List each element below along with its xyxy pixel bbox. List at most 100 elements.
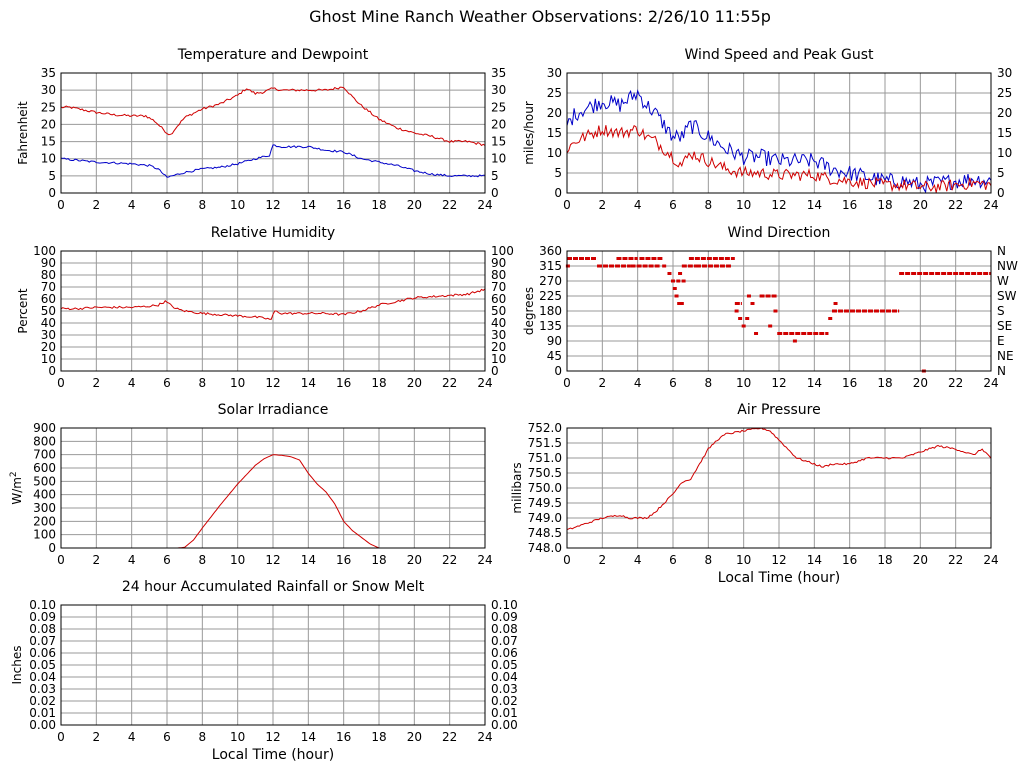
pressure-xlabel: Local Time (hour) xyxy=(718,570,840,586)
y-tick-label: 50 xyxy=(41,304,56,318)
y-right-tick-label: 35 xyxy=(491,66,506,80)
direction-point xyxy=(672,287,677,290)
x-tick-label: 14 xyxy=(807,198,822,212)
x-tick-label: 24 xyxy=(477,553,492,567)
y-tick-label: 748.0 xyxy=(528,541,562,555)
direction-point xyxy=(671,279,675,283)
x-tick-label: 6 xyxy=(163,553,171,567)
x-tick-label: 18 xyxy=(877,553,892,567)
y-right-tick-label: 30 xyxy=(997,66,1012,80)
x-tick-label: 4 xyxy=(634,198,642,212)
y-tick-label: 10 xyxy=(547,146,562,160)
y-tick-label: 225 xyxy=(539,289,562,303)
x-tick-label: 22 xyxy=(442,198,457,212)
x-tick-label: 24 xyxy=(983,376,998,390)
x-tick-label: 4 xyxy=(634,376,642,390)
x-tick-label: 14 xyxy=(301,376,316,390)
y-tick-label: 750.5 xyxy=(528,466,562,480)
direction-point xyxy=(773,309,778,313)
x-tick-label: 16 xyxy=(336,553,351,567)
x-tick-label: 14 xyxy=(807,553,822,567)
y-tick-label: 748.5 xyxy=(528,526,562,540)
wind-speed-frame xyxy=(566,72,992,194)
x-tick-label: 6 xyxy=(669,553,677,567)
direction-point xyxy=(678,272,683,275)
y-tick-label: 751.0 xyxy=(528,451,562,465)
x-tick-label: 6 xyxy=(163,376,171,390)
x-tick-label: 2 xyxy=(599,553,607,567)
direction-point xyxy=(754,332,759,335)
rainfall-chart: 24 hour Accumulated Rainfall or Snow Mel… xyxy=(10,579,518,763)
y-right-tick-label: 0 xyxy=(491,186,499,200)
y-tick-label: 35 xyxy=(41,66,56,80)
y-tick-label: 752.0 xyxy=(528,421,562,435)
x-tick-label: 2 xyxy=(93,553,101,567)
y-right-tick-label: N xyxy=(997,364,1006,378)
y-tick-label: 600 xyxy=(33,461,56,475)
humidity-frame xyxy=(60,250,486,372)
y-right-tick-label: 0.06 xyxy=(491,646,518,660)
y-tick-label: 0 xyxy=(554,186,562,200)
direction-point xyxy=(662,264,667,268)
y-right-tick-label: 20 xyxy=(997,106,1012,120)
y-tick-label: 90 xyxy=(547,334,562,348)
x-tick-label: 16 xyxy=(336,376,351,390)
x-tick-label: 20 xyxy=(913,376,928,390)
x-tick-label: 10 xyxy=(736,553,751,567)
x-tick-label: 2 xyxy=(599,376,607,390)
x-tick-label: 24 xyxy=(983,553,998,567)
direction-point xyxy=(828,317,833,320)
x-tick-label: 2 xyxy=(93,376,101,390)
y-tick-label: 315 xyxy=(539,259,562,273)
y-right-tick-label: NE xyxy=(997,349,1014,363)
y-tick-label: 15 xyxy=(41,135,56,149)
y-right-tick-label: 40 xyxy=(491,316,506,330)
y-right-tick-label: 0.05 xyxy=(491,658,518,672)
y-right-tick-label: 30 xyxy=(491,328,506,342)
y-right-tick-label: 10 xyxy=(491,352,506,366)
wind-direction-ylabel: degrees xyxy=(522,287,536,335)
solar-frame xyxy=(60,427,486,549)
y-tick-label: 360 xyxy=(539,244,562,258)
x-tick-label: 10 xyxy=(230,730,245,744)
direction-point xyxy=(750,302,755,305)
y-right-tick-label: W xyxy=(997,274,1009,288)
y-tick-label: 0.01 xyxy=(29,706,56,720)
x-tick-label: 0 xyxy=(57,376,65,390)
x-tick-label: 20 xyxy=(913,553,928,567)
wind-direction-frame xyxy=(566,250,992,372)
y-tick-label: 300 xyxy=(33,501,56,515)
y-tick-label: 750.0 xyxy=(528,481,562,495)
x-tick-label: 8 xyxy=(199,553,207,567)
y-right-tick-label: E xyxy=(997,334,1005,348)
x-tick-label: 10 xyxy=(736,198,751,212)
y-tick-label: 5 xyxy=(554,166,562,180)
x-tick-label: 14 xyxy=(807,376,822,390)
y-right-tick-label: 0.10 xyxy=(491,598,518,612)
x-tick-label: 14 xyxy=(301,730,316,744)
x-tick-label: 22 xyxy=(442,730,457,744)
rainfall-title: 24 hour Accumulated Rainfall or Snow Mel… xyxy=(122,579,425,595)
y-tick-label: 100 xyxy=(33,244,56,258)
x-tick-label: 4 xyxy=(634,553,642,567)
y-tick-label: 15 xyxy=(547,126,562,140)
direction-point xyxy=(681,279,686,283)
y-right-tick-label: 70 xyxy=(491,280,506,294)
y-right-tick-label: 25 xyxy=(491,100,506,114)
y-tick-label: 270 xyxy=(539,274,562,288)
y-tick-label: 0.02 xyxy=(29,694,56,708)
y-right-tick-label: 0.04 xyxy=(491,670,518,684)
y-tick-label: 0 xyxy=(48,186,56,200)
temperature-frame xyxy=(60,72,486,194)
y-tick-label: 0.09 xyxy=(29,610,56,624)
x-tick-label: 12 xyxy=(771,198,786,212)
x-tick-label: 16 xyxy=(842,553,857,567)
direction-point xyxy=(833,302,838,305)
y-tick-label: 30 xyxy=(547,66,562,80)
direction-point xyxy=(792,339,797,343)
